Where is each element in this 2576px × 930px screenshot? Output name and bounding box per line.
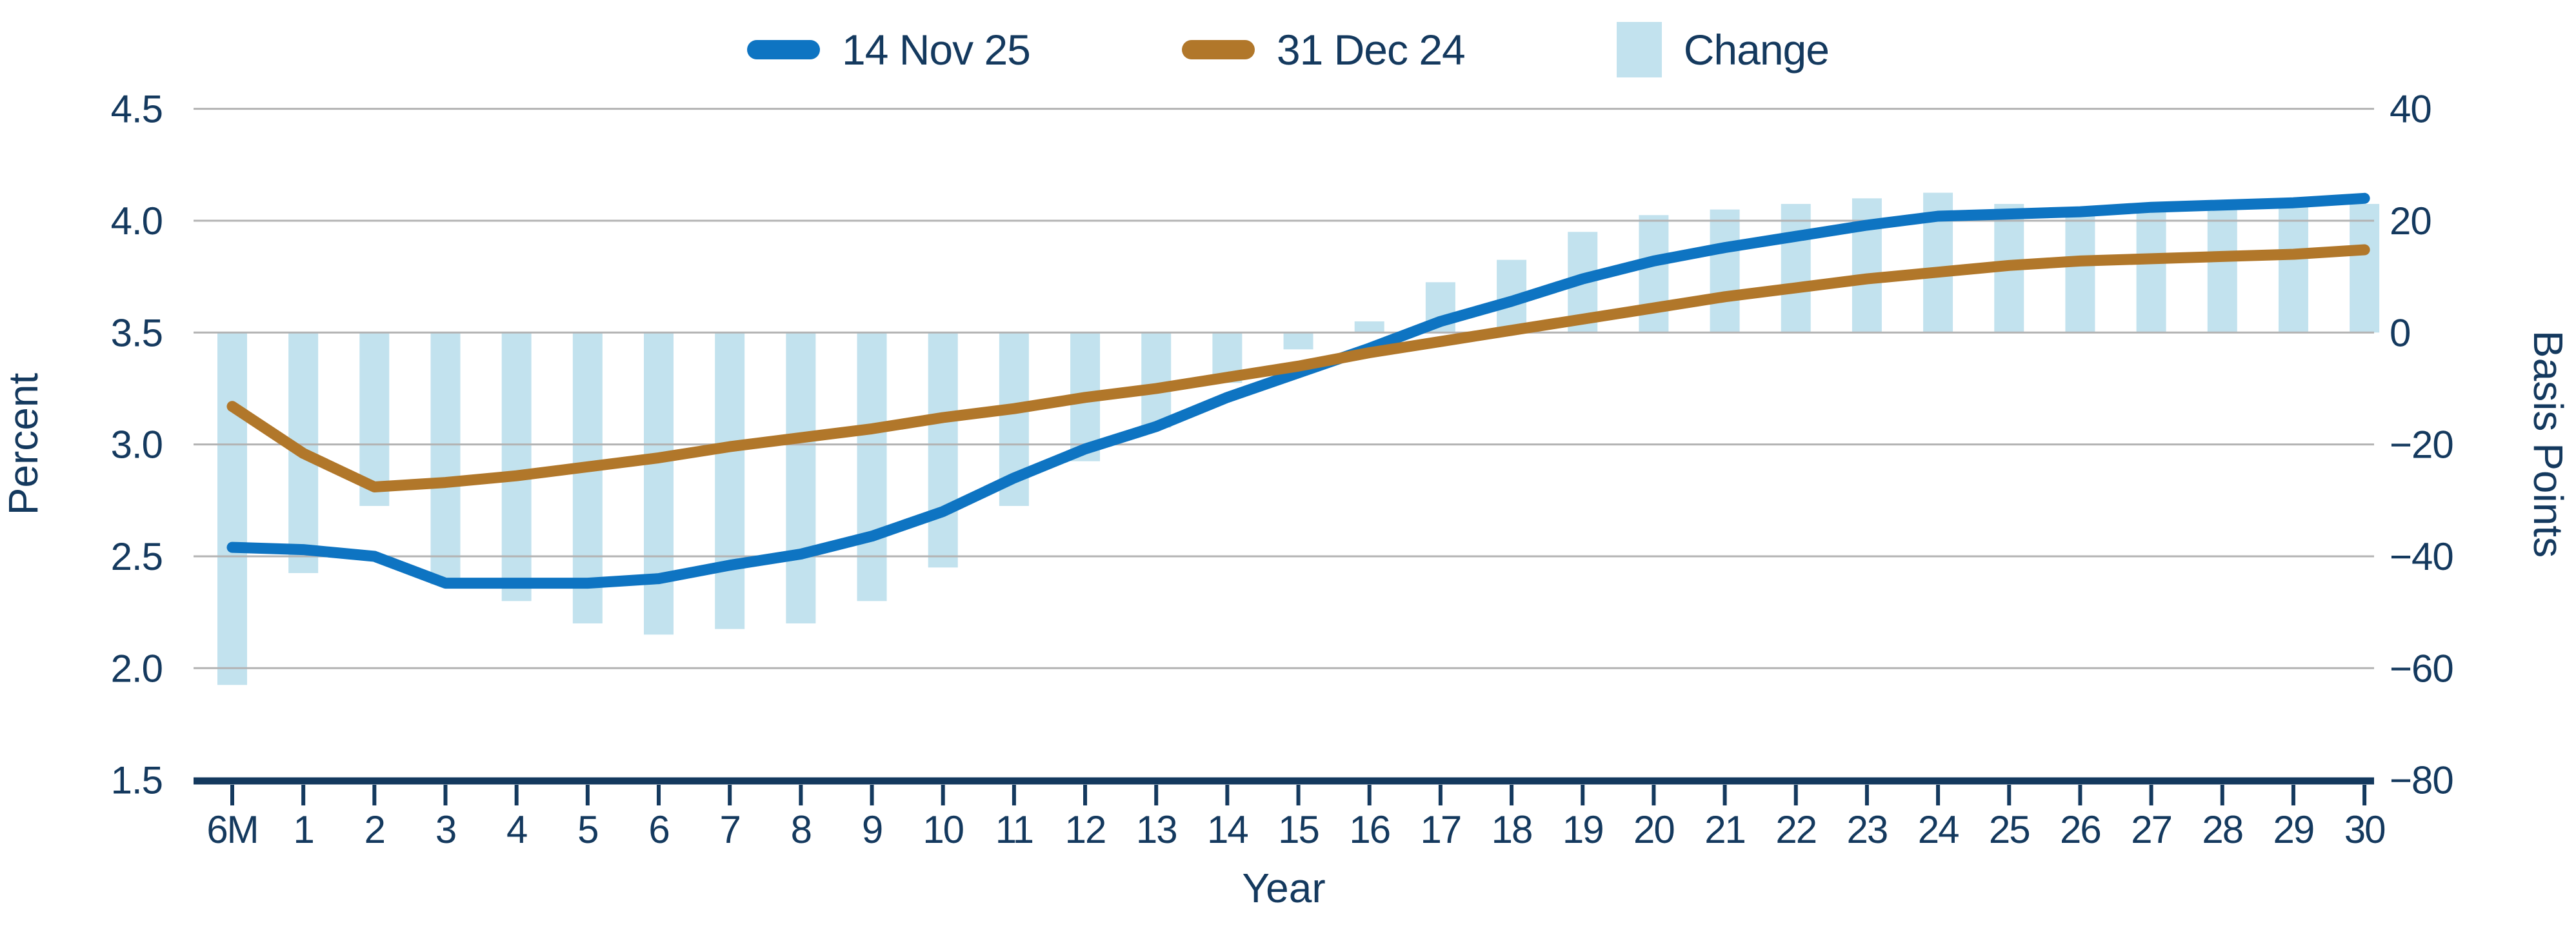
y-tick-label-left: 4.5 [111,88,163,131]
series-line-31-dec-24 [226,244,2370,492]
left-axis-title: Percent [0,373,46,516]
x-tick-label: 25 [1989,808,2030,851]
legend-label: 31 Dec 24 [1276,26,1466,74]
y-tick-label-left: 1.5 [111,759,163,802]
change-bar [2278,203,2308,333]
x-tick-label: 22 [1775,808,1816,851]
x-tick-label: 6 [648,808,668,851]
change-bar [1354,321,1384,333]
change-bar [1141,332,1172,428]
change-bar [1710,209,1740,333]
change-bar [501,332,532,601]
x-tick-label: 11 [995,808,1033,851]
change-bar [572,332,603,623]
x-axis-title: Year [1242,865,1325,911]
x-tick-label: 7 [720,808,740,851]
change-bar [430,332,461,585]
y-tick-label-left: 2.0 [111,647,163,690]
x-tick-label: 23 [1847,808,1888,851]
change-bar [2136,203,2166,333]
x-tick-label: 4 [506,808,527,851]
y-tick-label-right: −20 [2390,423,2453,467]
x-tick-label: 30 [2344,808,2385,851]
x-tick-label: 2 [364,808,384,851]
x-tick-label: 20 [1633,808,1674,851]
x-tick-label: 12 [1065,808,1106,851]
y-tick-label-right: 0 [2390,311,2410,354]
x-tick-label: 8 [791,808,811,851]
legend-line-mark-blue [747,40,821,59]
legend-item-31-dec-24: 31 Dec 24 [1181,25,1466,74]
series-line-14-nov-25 [226,192,2370,589]
y-tick-label-left: 2.5 [111,535,163,578]
y-tick-label-right: −60 [2390,647,2453,690]
change-bar [1283,332,1313,350]
x-tick-label: 13 [1136,808,1177,851]
x-tick-label: 10 [923,808,963,851]
change-bar [1781,203,1811,333]
x-tick-label: 19 [1563,808,1603,851]
right-axis-title: Basis Points [2525,330,2571,558]
x-tick-label: 21 [1704,808,1745,851]
y-tick-label-right: −80 [2390,759,2453,802]
y-tick-label-left: 3.5 [111,311,163,354]
x-tick-label: 3 [435,808,455,851]
legend-line-mark-brown [1181,40,1255,59]
x-tick-label: 24 [1918,808,1959,851]
change-bar [644,332,674,635]
legend-label: 14 Nov 25 [842,26,1031,74]
change-bar [857,332,887,601]
x-tick-label: 16 [1349,808,1390,851]
x-tick-label: 17 [1421,808,1461,851]
legend-label: Change [1683,26,1830,74]
x-tick-label: 6M [206,808,257,851]
change-bar [786,332,816,623]
x-tick-label: 28 [2202,808,2242,851]
y-tick-label-right: 20 [2390,199,2431,243]
x-tick-label: 1 [293,808,313,851]
y-tick-label-left: 4.0 [111,199,163,243]
change-bar [2065,209,2095,333]
y-tick-label-right: 40 [2390,88,2431,131]
change-bar [2350,203,2380,333]
x-tick-label: 15 [1278,808,1319,851]
y-tick-label-right: −40 [2390,535,2453,578]
x-tick-label: 26 [2060,808,2101,851]
legend-item-14-nov-25: 14 Nov 25 [747,25,1031,74]
y-tick-label-left: 3.0 [111,423,163,467]
x-tick-label: 18 [1492,808,1532,851]
x-tick-label: 29 [2273,808,2314,851]
x-tick-label: 9 [862,808,882,851]
x-tick-label: 27 [2131,808,2172,851]
x-tick-label: 5 [577,808,597,851]
x-tick-label: 14 [1207,808,1248,851]
change-bar [928,332,958,568]
change-bar [217,332,247,685]
legend-bar-swatch [1616,22,1662,77]
change-bar [715,332,745,629]
change-bar [2207,203,2237,333]
legend: 14 Nov 25 31 Dec 24 Change [0,22,2576,77]
legend-item-change: Change [1616,22,1830,77]
